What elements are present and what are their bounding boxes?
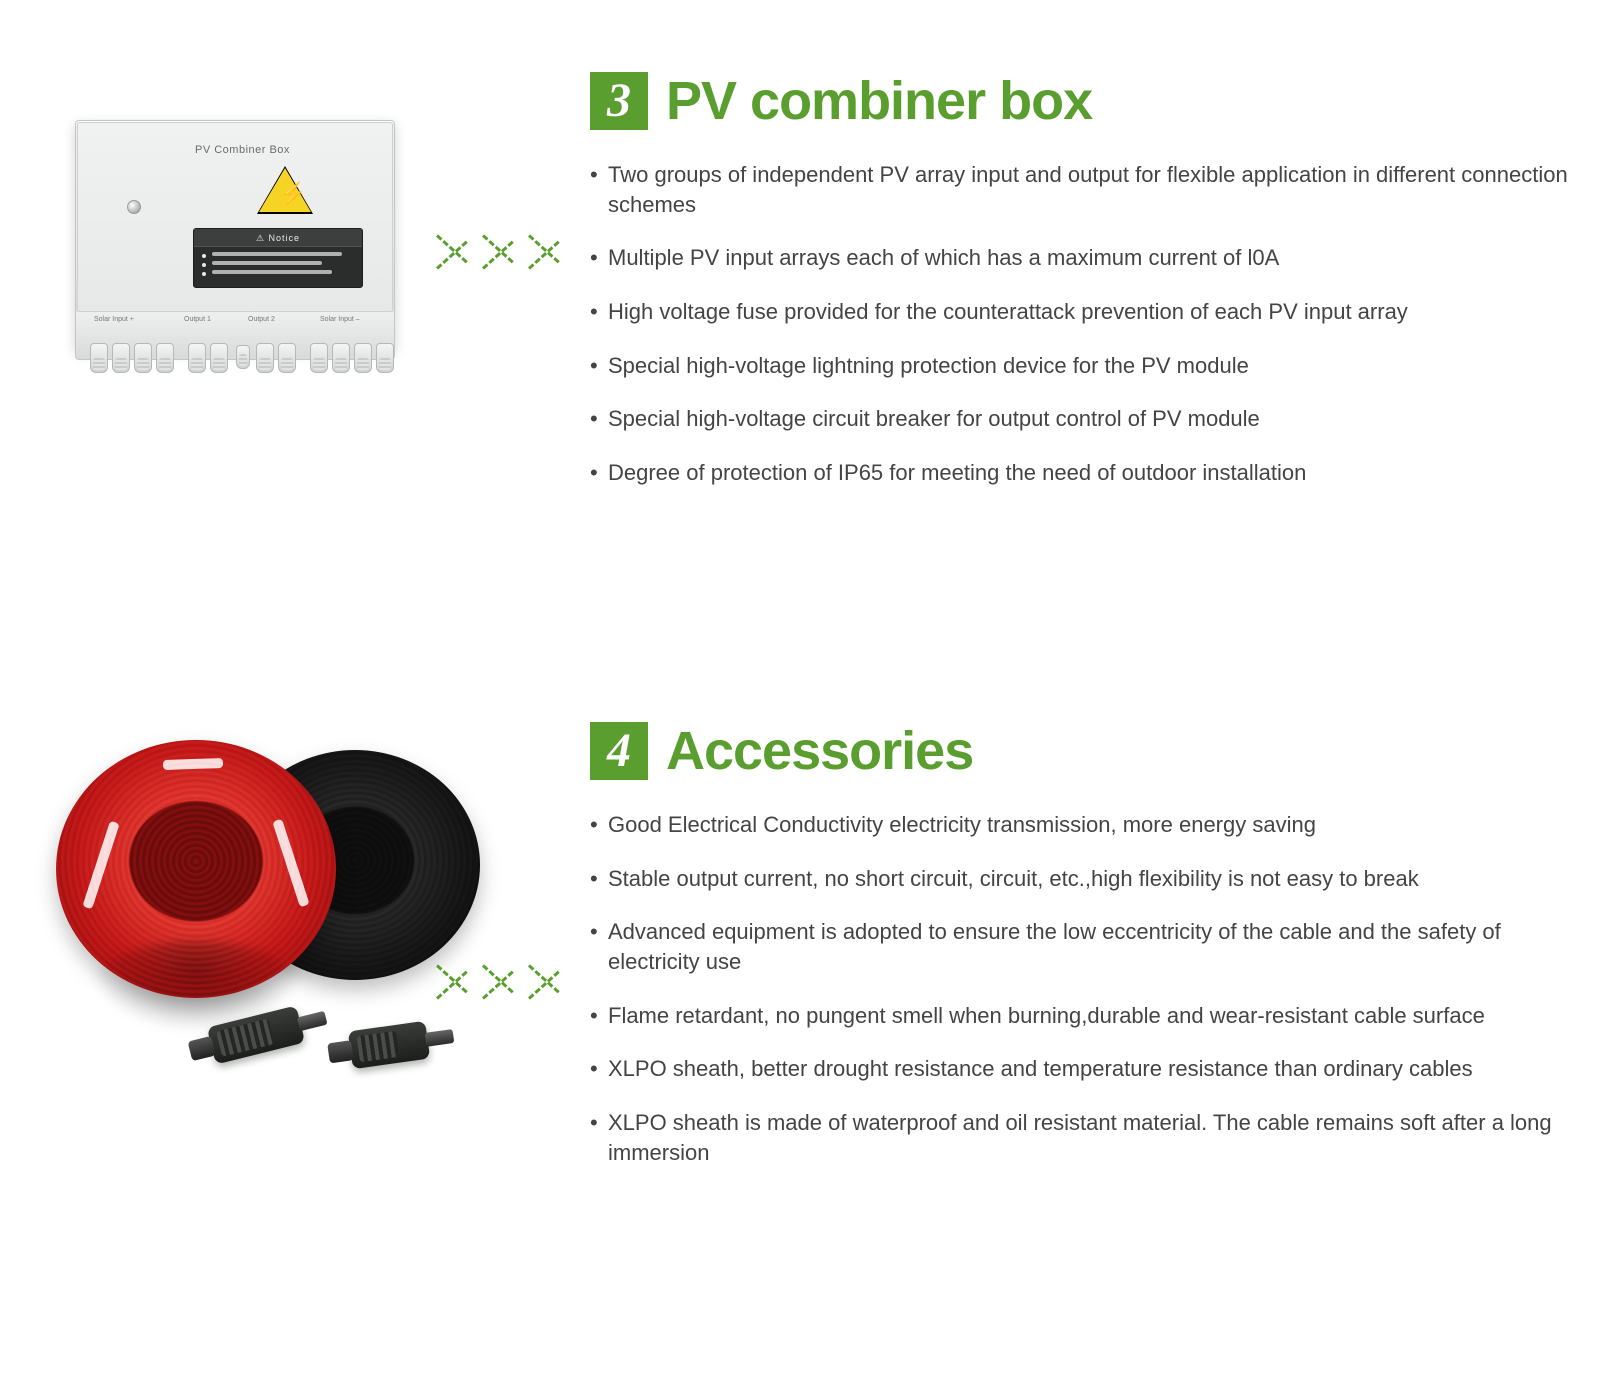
notice-plate: ⚠ Notice bbox=[193, 228, 363, 288]
list-item: Good Electrical Conductivity electricity… bbox=[590, 810, 1570, 840]
arrow-separator bbox=[420, 70, 580, 284]
list-item: Degree of protection of IP65 for meeting… bbox=[590, 458, 1570, 488]
accessories-text: 4 Accessories Good Electrical Conductivi… bbox=[580, 720, 1600, 1192]
list-item: Special high-voltage lightning protectio… bbox=[590, 351, 1570, 381]
pv-combiner-box-illustration: PV Combiner Box ⚡ ⚠ Notice Solar Input +… bbox=[65, 110, 405, 400]
cable-spools-illustration bbox=[50, 720, 420, 1080]
accessories-image bbox=[0, 720, 420, 1080]
section-title: PV combiner box bbox=[666, 70, 1092, 132]
pv-box-front-panel: Solar Input + Output 1 Output 2 Solar In… bbox=[75, 312, 395, 360]
chevron-right-icon bbox=[437, 950, 563, 1014]
list-item: XLPO sheath, better drought resistance a… bbox=[590, 1054, 1570, 1084]
list-item: Two groups of independent PV array input… bbox=[590, 160, 1570, 219]
pv-combiner-image: PV Combiner Box ⚡ ⚠ Notice Solar Input +… bbox=[0, 70, 420, 400]
list-item: Special high-voltage circuit breaker for… bbox=[590, 404, 1570, 434]
list-item: High voltage fuse provided for the count… bbox=[590, 297, 1570, 327]
section-heading: 3 PV combiner box bbox=[590, 70, 1570, 132]
bullet-list: Good Electrical Conductivity electricity… bbox=[590, 810, 1570, 1168]
list-item: Multiple PV input arrays each of which h… bbox=[590, 243, 1570, 273]
chevron-right-icon bbox=[437, 220, 563, 284]
list-item: Advanced equipment is adopted to ensure … bbox=[590, 917, 1570, 976]
lock-icon bbox=[127, 200, 141, 214]
list-item: XLPO sheath is made of waterproof and oi… bbox=[590, 1108, 1570, 1167]
pv-box-label: PV Combiner Box bbox=[195, 144, 290, 156]
list-item: Flame retardant, no pungent smell when b… bbox=[590, 1001, 1570, 1031]
cable-spool-red bbox=[56, 740, 336, 998]
section-title: Accessories bbox=[666, 720, 973, 782]
section-pv-combiner: PV Combiner Box ⚡ ⚠ Notice Solar Input +… bbox=[0, 70, 1600, 512]
mc4-connector bbox=[348, 1021, 431, 1069]
bullet-list: Two groups of independent PV array input… bbox=[590, 160, 1570, 488]
pv-combiner-text: 3 PV combiner box Two groups of independ… bbox=[580, 70, 1600, 512]
section-accessories: 4 Accessories Good Electrical Conductivi… bbox=[0, 720, 1600, 1192]
section-heading: 4 Accessories bbox=[590, 720, 1570, 782]
list-item: Stable output current, no short circuit,… bbox=[590, 864, 1570, 894]
section-number-badge: 3 bbox=[590, 72, 648, 130]
section-number-badge: 4 bbox=[590, 722, 648, 780]
